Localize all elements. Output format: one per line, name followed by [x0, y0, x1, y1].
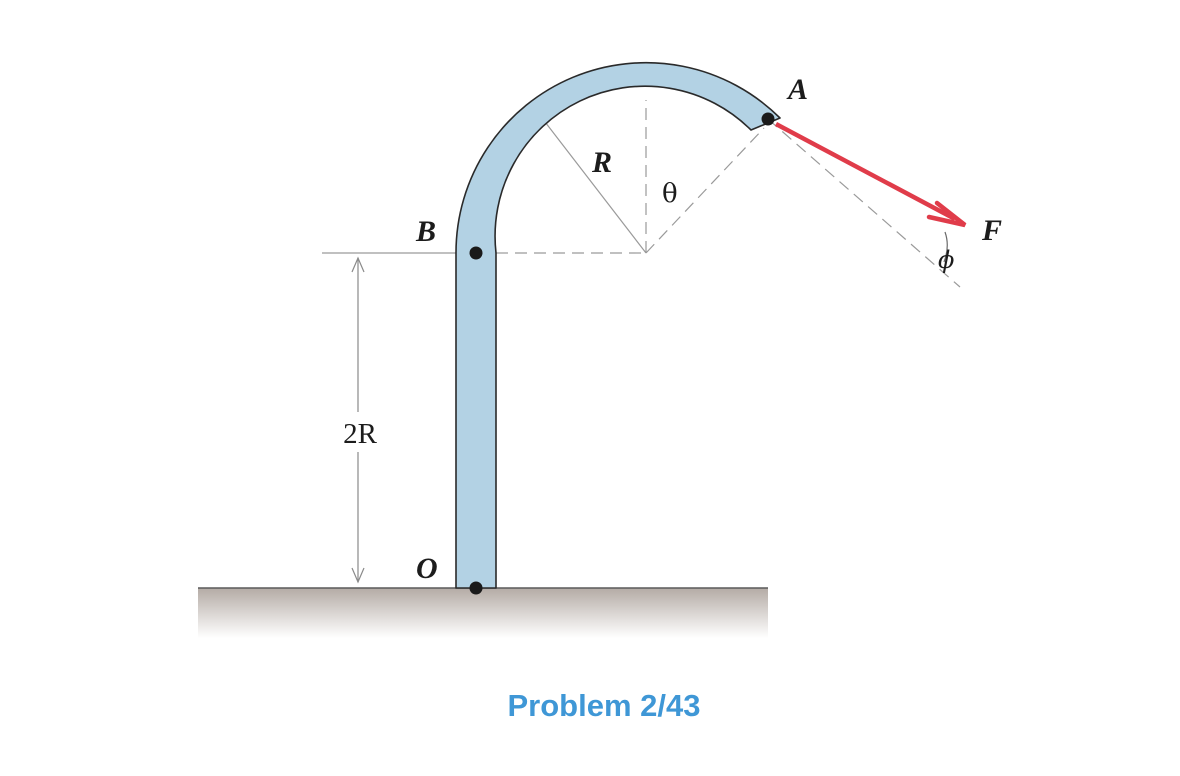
label-theta: θ: [662, 179, 678, 209]
force-arrow-shaft: [774, 122, 957, 221]
label-a: A: [786, 73, 808, 106]
bent-rod: [455, 61, 781, 589]
point-a-marker: [761, 112, 775, 126]
label-phi: ϕ: [938, 246, 954, 274]
force-arrow: [774, 122, 967, 228]
dimension-2r: 2R: [334, 256, 386, 584]
radius-line: [541, 117, 647, 254]
force-arrow-head: [926, 200, 967, 228]
force-line-of-action: [767, 118, 961, 288]
reference-lines: [322, 100, 961, 288]
problem-caption: Problem 2/43: [508, 688, 701, 723]
label-r: R: [591, 146, 612, 179]
point-b-marker: [469, 246, 483, 260]
label-f: F: [981, 214, 1002, 247]
ground-surface: [198, 588, 768, 638]
dimension-label-bg: [334, 412, 386, 452]
label-o: O: [416, 552, 438, 585]
center-to-a-dashed-line: [645, 127, 765, 254]
dimension-arrow-bottom: [351, 567, 365, 584]
label-b: B: [415, 215, 436, 248]
dimension-label: 2R: [343, 418, 378, 450]
dimension-arrow-top: [351, 256, 365, 273]
phi-angle-arc: [943, 231, 948, 263]
ground: [198, 587, 768, 638]
point-o-marker: [469, 581, 483, 595]
